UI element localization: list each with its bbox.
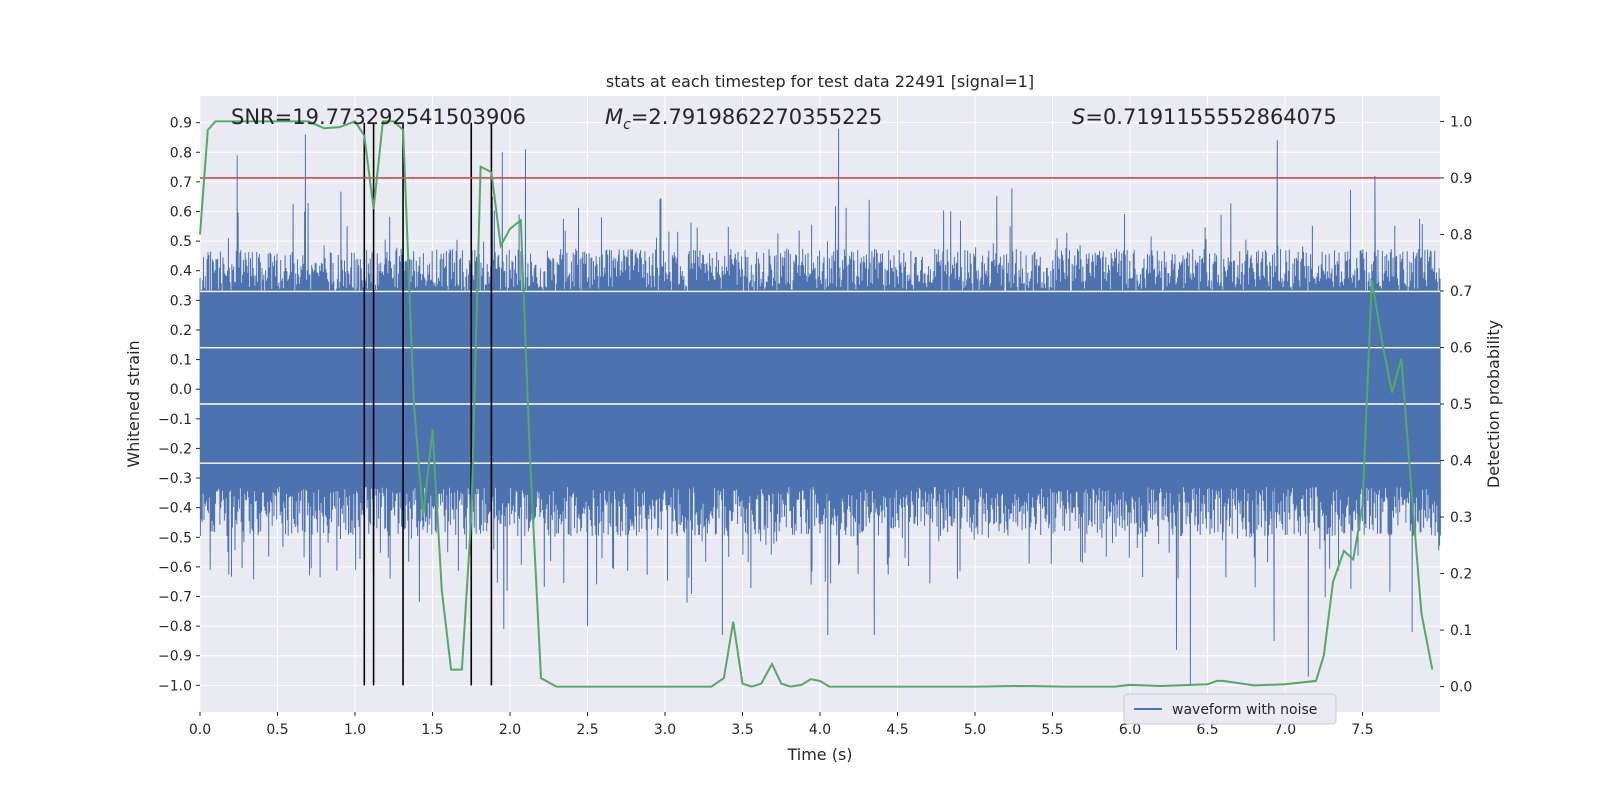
x-tick-label-4: 2.0: [499, 722, 521, 738]
y-tick-label-9: −0.1: [158, 412, 192, 428]
y-tick-label-11: 0.1: [170, 353, 192, 369]
y-tick-label-17: 0.7: [170, 175, 192, 191]
chart-title: stats at each timestep for test data 224…: [606, 72, 1034, 91]
y-tick-label-16: 0.6: [170, 205, 192, 221]
y-tick-label-10: 0.0: [170, 382, 192, 398]
y-tick-label-1: −0.9: [158, 649, 192, 665]
y-tick-label-19: 0.9: [170, 116, 192, 132]
x-tick-label-5: 2.5: [576, 722, 598, 738]
x-tick-label-3: 1.5: [421, 722, 443, 738]
y-tick-label-5: −0.5: [158, 530, 192, 546]
y2-tick-label-10: 1.0: [1450, 114, 1472, 130]
x-tick-label-1: 0.5: [266, 722, 288, 738]
chirp-mass-value: =2.7919862270355225: [631, 105, 882, 129]
y2-tick-label-2: 0.2: [1450, 567, 1472, 583]
legend-box: [1123, 693, 1337, 725]
waveform-line: [199, 128, 1441, 686]
x-axis-label: Time (s): [786, 745, 852, 764]
probability-line-0: [199, 120, 1434, 688]
chirp-mass-symbol: M: [605, 105, 623, 129]
y-tick-label-14: 0.4: [170, 264, 192, 280]
y2-tick-label-4: 0.4: [1450, 454, 1472, 470]
x-axis-ticks: 0.0 0.5 1.0 1.5 2.0 2.5 3.0 3.5 4.0 4.5 5.0 5.5 6.0 6…: [189, 712, 1374, 738]
x-tick-label-12: 6.0: [1119, 722, 1141, 738]
x-tick-label-13: 6.5: [1196, 722, 1218, 738]
y-tick-label-15: 0.5: [170, 234, 192, 250]
s-value: =0.7191155552864075: [1085, 105, 1336, 129]
x-tick-label-6: 3.0: [654, 722, 676, 738]
x-tick-label-8: 4.0: [809, 722, 831, 738]
y-tick-label-2: −0.8: [158, 619, 192, 635]
x-tick-label-14: 7.0: [1274, 722, 1296, 738]
y-tick-label-12: 0.2: [170, 323, 192, 339]
y-tick-label-8: −0.2: [158, 441, 192, 457]
y2-tick-label-3: 0.3: [1450, 510, 1472, 526]
y-tick-label-13: 0.3: [170, 293, 192, 309]
y-tick-label-6: −0.4: [158, 501, 192, 517]
y-tick-label-18: 0.8: [170, 145, 192, 161]
legend: waveform with noise: [1123, 693, 1337, 725]
detection-probability-series: [199, 120, 1434, 688]
y2-axis-label: Detection probability: [1484, 320, 1503, 488]
x-tick-label-9: 4.5: [886, 722, 908, 738]
chirp-mass-subscript: c: [623, 117, 631, 133]
y2-tick-label-8: 0.8: [1450, 227, 1472, 243]
y2-tick-label-0: 0.0: [1450, 680, 1472, 696]
y2-tick-label-1: 0.1: [1450, 623, 1472, 639]
y-tick-label-7: −0.3: [158, 471, 192, 487]
y2-tick-label-6: 0.6: [1450, 340, 1472, 356]
y2-tick-label-5: 0.5: [1450, 397, 1472, 413]
snr-annotation: SNR=19.773292541503906: [231, 105, 526, 129]
x-tick-label-11: 5.5: [1041, 722, 1063, 738]
x-tick-label-2: 1.0: [344, 722, 366, 738]
y-tick-label-0: −1.0: [158, 678, 192, 694]
y2-tick-label-7: 0.7: [1450, 284, 1472, 300]
vertical-markers: [363, 122, 493, 686]
y2-axis-ticks: 0.0 0.1 0.2 0.3 0.4 0.5 0.6 0.7 0.8 0.9 1.0: [1440, 114, 1472, 696]
y-tick-label-3: −0.7: [158, 590, 192, 606]
s-symbol: S: [1072, 105, 1085, 129]
s-annotation: S=0.7191155552864075: [1072, 105, 1337, 129]
y-axis-ticks: −1.0 −0.9 −0.8 −0.7 −0.6 −0.5 −0.4 −0.3 −0.2 −0.1…: [158, 116, 200, 694]
waveform-with-noise-series: [199, 128, 1441, 686]
legend-label: waveform with noise: [1172, 702, 1317, 718]
x-tick-label-15: 7.5: [1351, 722, 1373, 738]
y-tick-label-4: −0.6: [158, 560, 192, 576]
y2-tick-label-9: 0.9: [1450, 171, 1472, 187]
x-tick-label-10: 5.0: [964, 722, 986, 738]
x-tick-label-0: 0.0: [189, 722, 211, 738]
y-axis-label: Whitened strain: [124, 340, 143, 467]
x-tick-label-7: 3.5: [731, 722, 753, 738]
chirp-mass-annotation: Mc=2.7919862270355225: [605, 105, 882, 133]
